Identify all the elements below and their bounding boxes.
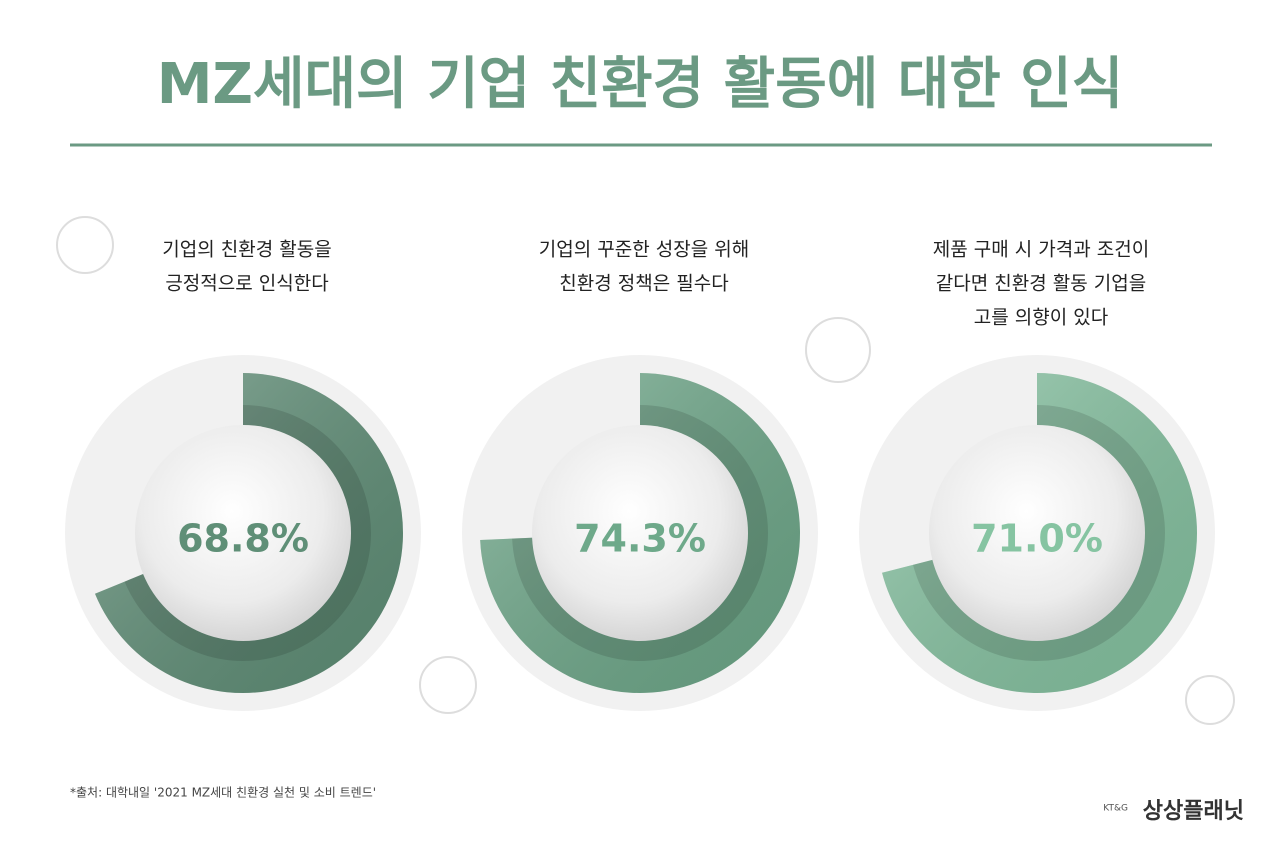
logo-brand: KT&G [1103,804,1128,814]
chart-title: 같다면 친환경 활동 기업을 [936,273,1146,295]
value-label: 71.0% [971,517,1103,561]
chart-title: 친환경 정책은 필수다 [559,273,728,295]
source-note: *출처: 대학내일 '2021 MZ세대 친환경 실천 및 소비 트렌드' [70,785,376,800]
value-label: 68.8% [177,517,309,561]
chart-title: 고를 의향이 있다 [974,307,1108,329]
donut-center [532,425,748,641]
value-label: 74.3% [574,517,706,561]
chart-title: 기업의 친환경 활동을 [162,239,331,261]
donut-center [135,425,351,641]
chart-title: 제품 구매 시 가격과 조건이 [933,239,1149,261]
page-title: MZ세대의 기업 친환경 활동에 대한 인식 [157,52,1124,117]
donut-arc-sheen [882,373,1197,693]
decor-icons [56,216,1235,725]
logo-name: 상상플래닛 [1143,799,1244,824]
chart-title: 긍정적으로 인식한다 [165,273,328,295]
donut-center [929,425,1145,641]
donut-arc-sheen [480,373,801,693]
chart-title: 기업의 꾸준한 성장을 위해 [539,239,749,261]
